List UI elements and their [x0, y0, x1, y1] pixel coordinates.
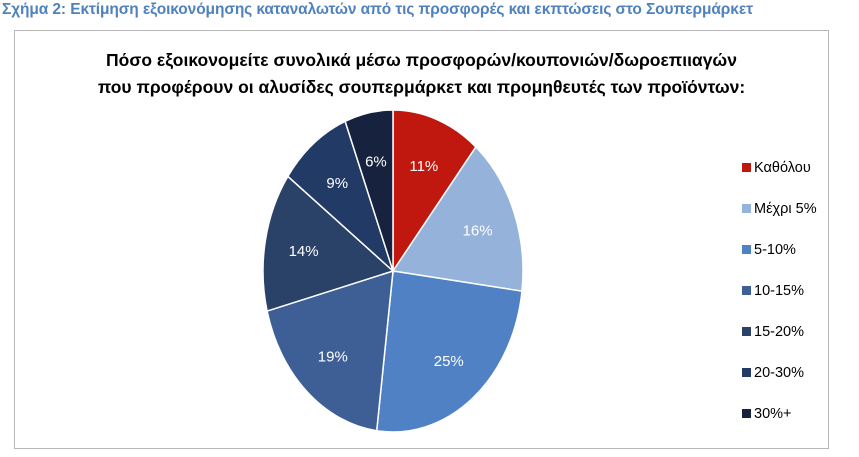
data-label-20-30%: 9%: [326, 175, 348, 192]
pie-chart: 11% 16% 25% 19% 14% 9% 6%: [262, 109, 524, 433]
figure-caption: Σχήμα 2: Εκτίμηση εξοικονόμησης καταναλω…: [2, 1, 753, 18]
data-label-30%+: 6%: [365, 153, 387, 170]
legend-swatch: [742, 409, 751, 418]
pie-slice-20-30%: [286, 120, 395, 274]
pie-slice-Μέχρι 5%: [391, 145, 524, 293]
data-label-Μέχρι 5%: 16%: [463, 223, 493, 240]
legend-item-10-15%: 10-15%: [742, 270, 827, 311]
legend-label: 10-15%: [754, 282, 804, 299]
pie-slice-15-20%: [262, 175, 395, 313]
legend-swatch: [742, 245, 751, 254]
legend-label: 15-20%: [754, 323, 804, 340]
data-label-5-10%: 25%: [434, 353, 464, 370]
legend-swatch: [742, 286, 751, 295]
chart-legend: Καθόλου Μέχρι 5% 5-10% 10-15% 15-20% 20-30% 30…: [742, 147, 827, 434]
legend-item-Καθόλου: Καθόλου: [742, 147, 827, 188]
chart-title: Πόσο εξοικονομείτε συνολικά μέσω προσφορ…: [15, 47, 828, 101]
legend-swatch: [742, 204, 751, 213]
legend-label: 30%+: [754, 405, 792, 422]
legend-item-20-30%: 20-30%: [742, 352, 827, 393]
legend-label: Μέχρι 5%: [754, 200, 817, 217]
data-label-Καθόλου: 11%: [409, 158, 438, 175]
legend-item-30%+: 30%+: [742, 393, 827, 434]
legend-item-5-10%: 5-10%: [742, 229, 827, 270]
legend-item-15-20%: 15-20%: [742, 311, 827, 352]
legend-swatch: [742, 163, 751, 172]
data-label-10-15%: 19%: [318, 349, 348, 366]
data-label-15-20%: 14%: [289, 243, 319, 260]
legend-swatch: [742, 368, 751, 377]
pie-slice-30%+: [344, 109, 394, 272]
legend-label: 5-10%: [754, 241, 796, 258]
chart-title-line-1: Πόσο εξοικονομείτε συνολικά μέσω προσφορ…: [106, 50, 737, 70]
chart-area: Πόσο εξοικονομείτε συνολικά μέσω προσφορ…: [14, 30, 829, 449]
pie-slice-5-10%: [375, 270, 523, 433]
pie-slice-10-15%: [266, 269, 394, 432]
legend-swatch: [742, 327, 751, 336]
pie-slice-Καθόλου: [392, 109, 477, 274]
legend-label: 20-30%: [754, 364, 804, 381]
chart-title-line-2: που προφέρουν οι αλυσίδες σουπερμάρκετ κ…: [97, 77, 746, 97]
legend-label: Καθόλου: [754, 159, 811, 176]
legend-item-Μέχρι 5%: Μέχρι 5%: [742, 188, 827, 229]
